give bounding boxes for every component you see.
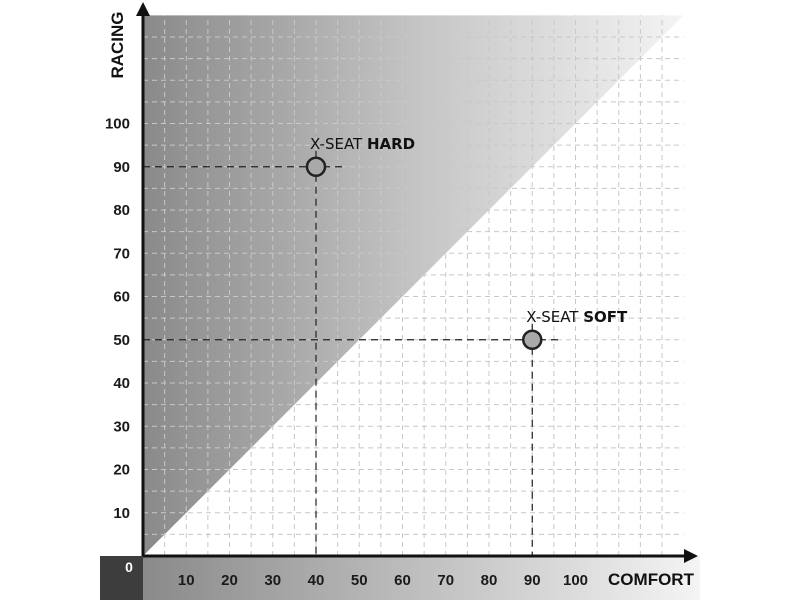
y-tick-label: 80 xyxy=(113,202,130,219)
x-tick-label: 100 xyxy=(563,572,588,589)
x-tick-label: 70 xyxy=(437,572,454,589)
data-point-label-prefix: X-SEAT xyxy=(310,135,367,153)
x-tick-label: 90 xyxy=(524,572,541,589)
x-tick-label: 80 xyxy=(481,572,498,589)
x-tick-labels: 10 20 30 40 50 60 70 80 90 100 xyxy=(178,572,588,589)
data-point xyxy=(522,329,543,350)
y-tick-label: 30 xyxy=(113,418,130,435)
x-tick-label: 60 xyxy=(394,572,411,589)
shaded-region xyxy=(143,15,684,556)
x-tick-label: 20 xyxy=(221,572,238,589)
y-tick-labels: 10 20 30 40 50 60 70 80 90 100 xyxy=(105,116,130,522)
data-point-label-bold: HARD xyxy=(367,135,415,153)
y-tick-label: 70 xyxy=(113,245,130,262)
y-axis-title: RACING xyxy=(108,11,127,78)
y-tick-label: 40 xyxy=(113,375,130,392)
data-point-label: X-SEAT SOFT xyxy=(526,308,628,326)
x-axis-title: COMFORT xyxy=(608,570,695,589)
data-point-label: X-SEAT HARD xyxy=(310,135,415,153)
x-tick-label: 30 xyxy=(264,572,281,589)
y-tick-label: 60 xyxy=(113,289,130,306)
x-tick-label: 50 xyxy=(351,572,368,589)
x-axis-band xyxy=(143,556,700,600)
y-axis-arrow xyxy=(136,2,150,16)
y-tick-label: 50 xyxy=(113,332,130,349)
grid xyxy=(143,15,684,556)
y-tick-label: 10 xyxy=(113,505,130,522)
x-axis-arrow xyxy=(684,549,698,563)
x-tick-label: 10 xyxy=(178,572,195,589)
y-tick-label: 100 xyxy=(105,116,130,133)
data-point-label-bold: SOFT xyxy=(583,308,628,326)
data-point-label-prefix: X-SEAT xyxy=(526,308,583,326)
origin-label: 0 xyxy=(125,559,133,575)
x-tick-label: 40 xyxy=(308,572,325,589)
y-tick-label: 90 xyxy=(113,159,130,176)
y-tick-label: 20 xyxy=(113,462,130,479)
origin-box xyxy=(100,556,143,600)
data-point xyxy=(305,156,327,177)
